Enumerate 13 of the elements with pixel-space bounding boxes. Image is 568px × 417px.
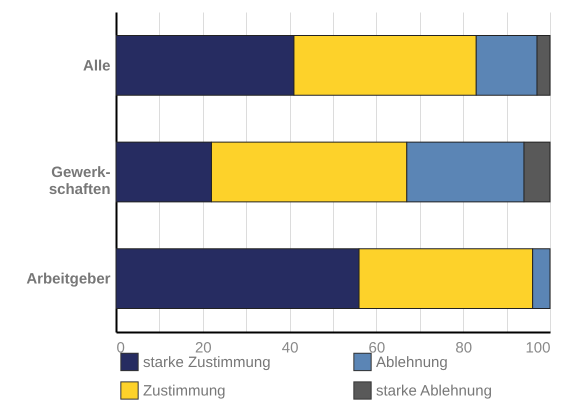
y-tick-label: Arbeitgeber [26,270,111,288]
legend-label: Ablehnung [376,354,448,371]
legend-label: starke Zustimmung [143,354,271,371]
x-tick-label: 80 [455,340,472,356]
legend-label: starke Ablehnung [376,382,492,400]
y-tick-label: Gewerk-schaften [48,164,110,198]
x-tick-label: 20 [194,340,212,356]
x-tick-label: 100 [525,340,550,356]
x-tick-label: 60 [368,340,386,356]
legend-label: Zustimmung [143,382,226,400]
x-tick-label: 0 [116,340,125,356]
x-tick-label: 40 [282,340,298,356]
y-tick-label: Alle [82,57,110,74]
